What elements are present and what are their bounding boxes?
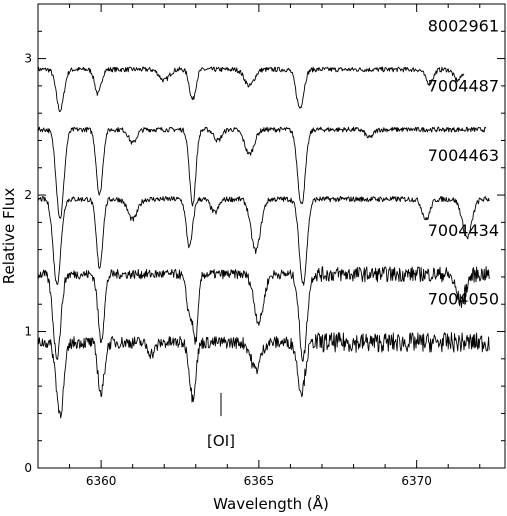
y-tick-label: 3 [24, 52, 32, 66]
spectrum-line-7004487 [37, 126, 487, 219]
axis-ticks [37, 4, 505, 469]
plot-frame [37, 3, 506, 469]
y-axis-title: Relative Flux [0, 188, 18, 285]
y-tick-label: 2 [24, 188, 32, 202]
spectrum-line-7004050 [37, 332, 490, 419]
series-label-8002961: 8002961 [428, 17, 499, 36]
spectrum-line-8002961 [37, 66, 465, 113]
series-labels: 8002961 7004487 7004463 7004434 7004050 [428, 17, 499, 309]
series-label-7004050: 7004050 [428, 289, 499, 308]
spectra-lines [37, 66, 490, 419]
series-label-7004434: 7004434 [428, 221, 499, 240]
spectrum-line-7004463 [37, 196, 490, 286]
spectrum-line-7004434 [37, 266, 490, 362]
axis-tick-labels: 6360 6365 6370 0 1 2 3 [24, 52, 432, 488]
y-tick-label: 1 [24, 325, 32, 339]
x-tick-label: 6365 [244, 474, 275, 488]
oi-annotation-label: [OI] [207, 432, 235, 450]
x-axis-title: Wavelength (Å) [213, 494, 329, 513]
x-tick-label: 6370 [401, 474, 432, 488]
series-label-7004463: 7004463 [428, 146, 499, 165]
series-label-7004487: 7004487 [428, 77, 499, 96]
x-tick-label: 6360 [86, 474, 117, 488]
y-tick-label: 0 [24, 461, 32, 475]
